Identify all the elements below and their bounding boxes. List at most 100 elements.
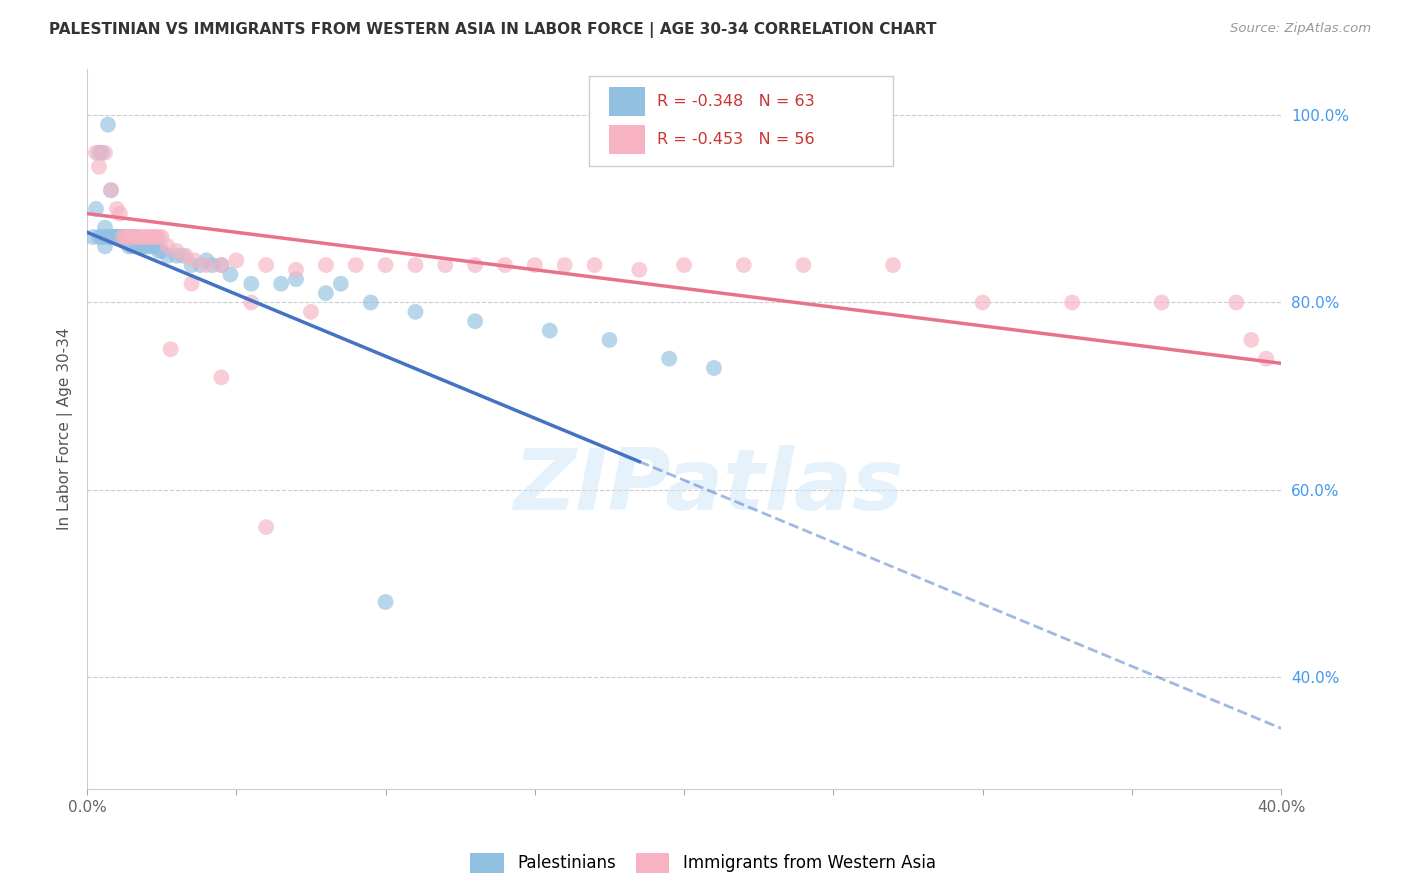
Point <box>142 230 165 244</box>
Point <box>132 239 155 253</box>
Point <box>124 230 146 244</box>
Point <box>299 305 322 319</box>
Point <box>94 220 117 235</box>
Point <box>156 249 179 263</box>
Point <box>972 295 994 310</box>
Point <box>1240 333 1263 347</box>
Point <box>882 258 904 272</box>
Point <box>100 183 122 197</box>
Point <box>97 230 120 244</box>
Point <box>240 277 263 291</box>
Point <box>703 361 725 376</box>
Point <box>118 230 141 244</box>
Point <box>172 249 194 263</box>
Point <box>108 230 131 244</box>
Point <box>174 249 197 263</box>
Point <box>225 253 247 268</box>
Point <box>111 230 134 244</box>
Point <box>115 230 138 244</box>
Point <box>315 258 337 272</box>
Point <box>1225 295 1247 310</box>
Point <box>195 253 218 268</box>
Point <box>159 343 181 357</box>
Point <box>148 230 170 244</box>
Point <box>673 258 696 272</box>
Point <box>240 295 263 310</box>
Point <box>97 118 120 132</box>
Point <box>124 230 146 244</box>
Point <box>156 239 179 253</box>
Text: R = -0.348   N = 63: R = -0.348 N = 63 <box>657 95 814 109</box>
Point <box>434 258 457 272</box>
Point <box>84 202 107 216</box>
Point <box>103 230 125 244</box>
Text: R = -0.453   N = 56: R = -0.453 N = 56 <box>657 132 814 147</box>
Point <box>374 595 396 609</box>
Legend: Palestinians, Immigrants from Western Asia: Palestinians, Immigrants from Western As… <box>464 847 942 880</box>
Point <box>538 324 561 338</box>
Point <box>145 239 167 253</box>
Point <box>105 230 128 244</box>
Point <box>94 145 117 160</box>
Point <box>598 333 620 347</box>
Point <box>658 351 681 366</box>
Point <box>792 258 814 272</box>
Point <box>105 202 128 216</box>
Point <box>132 230 155 244</box>
FancyBboxPatch shape <box>609 87 645 116</box>
Point <box>583 258 606 272</box>
Point <box>404 258 426 272</box>
Point <box>1256 351 1278 366</box>
Point <box>121 239 143 253</box>
Point <box>344 258 367 272</box>
Point <box>183 253 205 268</box>
Point <box>209 370 232 384</box>
Text: ZIPatlas: ZIPatlas <box>513 445 903 528</box>
Point <box>254 258 277 272</box>
Point <box>97 230 120 244</box>
Point <box>127 230 149 244</box>
Point <box>84 145 107 160</box>
Point <box>139 239 162 253</box>
Point <box>209 258 232 272</box>
Point <box>254 520 277 534</box>
Point <box>121 230 143 244</box>
Point <box>201 258 224 272</box>
Point <box>285 262 308 277</box>
Point <box>108 206 131 220</box>
Point <box>270 277 292 291</box>
Point <box>285 272 308 286</box>
Point <box>142 239 165 253</box>
Point <box>118 230 141 244</box>
Point <box>190 258 212 272</box>
FancyBboxPatch shape <box>609 126 645 154</box>
Point <box>135 230 157 244</box>
Point <box>91 145 114 160</box>
Point <box>329 277 352 291</box>
Point <box>209 258 232 272</box>
Point <box>523 258 546 272</box>
Point <box>94 239 117 253</box>
FancyBboxPatch shape <box>589 76 893 166</box>
Point <box>464 258 486 272</box>
Point <box>315 286 337 301</box>
Point <box>121 230 143 244</box>
Point <box>733 258 755 272</box>
Point <box>124 230 146 244</box>
Point <box>129 230 152 244</box>
Point <box>111 230 134 244</box>
Point <box>135 239 157 253</box>
Point <box>195 258 218 272</box>
Point <box>100 183 122 197</box>
Point <box>100 230 122 244</box>
Point <box>554 258 576 272</box>
Point <box>219 268 242 282</box>
Point <box>105 230 128 244</box>
Point <box>91 230 114 244</box>
Point <box>374 258 396 272</box>
Point <box>87 230 110 244</box>
Point <box>103 230 125 244</box>
Text: PALESTINIAN VS IMMIGRANTS FROM WESTERN ASIA IN LABOR FORCE | AGE 30-34 CORRELATI: PALESTINIAN VS IMMIGRANTS FROM WESTERN A… <box>49 22 936 38</box>
Point <box>115 230 138 244</box>
Point <box>82 230 104 244</box>
